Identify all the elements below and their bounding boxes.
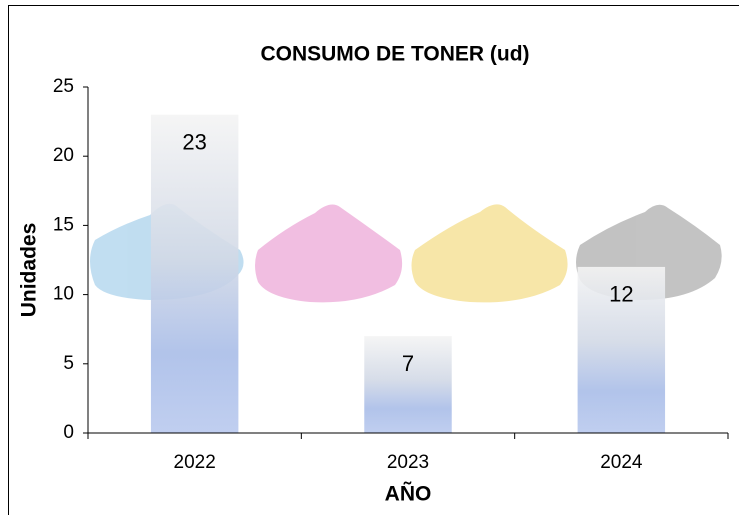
y-tick-label: 20 <box>53 145 74 166</box>
data-label: 7 <box>402 351 414 376</box>
x-axis-label: AÑO <box>385 483 432 506</box>
y-tick-label: 15 <box>53 214 74 235</box>
x-tick-label: 2022 <box>174 452 216 473</box>
y-tick-label: 25 <box>53 76 74 97</box>
bar <box>150 114 239 434</box>
data-label: 12 <box>609 282 633 307</box>
chart-title: CONSUMO DE TONER (ud) <box>260 43 529 66</box>
toner-pile-yellow <box>411 204 568 303</box>
data-label: 23 <box>182 129 206 154</box>
bar <box>577 266 666 433</box>
toner-pile-magenta <box>255 204 403 303</box>
y-tick-label: 5 <box>63 353 74 374</box>
x-tick-label: 2023 <box>387 452 429 473</box>
y-axis-label: Unidades <box>18 223 41 318</box>
y-tick-label: 10 <box>53 284 74 305</box>
bar <box>364 336 452 433</box>
x-tick-label: 2024 <box>600 452 643 473</box>
y-tick-label: 0 <box>63 422 74 443</box>
